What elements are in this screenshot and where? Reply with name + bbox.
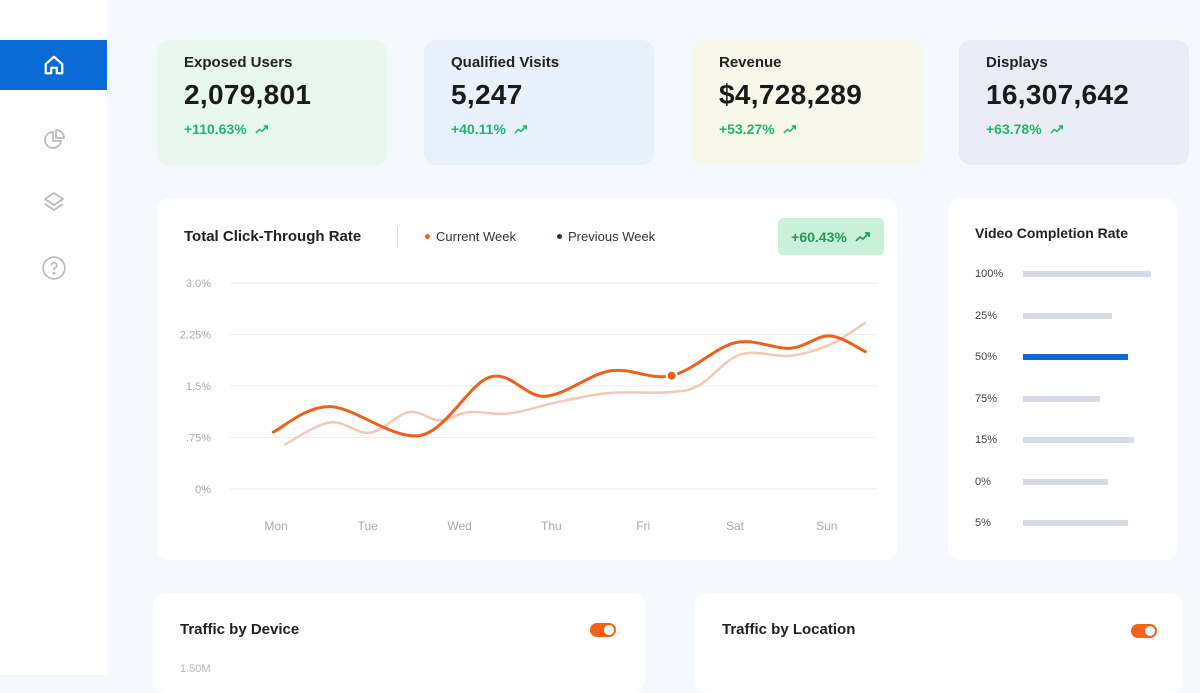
- video-title: Video Completion Rate: [975, 225, 1128, 241]
- kpi-label: Displays: [986, 54, 1048, 71]
- kpi-change-value: +63.78%: [986, 121, 1042, 137]
- legend-previous-label: Previous Week: [568, 229, 656, 244]
- kpi-card: Qualified Visits 5,247 +40.11%: [424, 40, 654, 165]
- kpi-value: 2,079,801: [184, 79, 312, 110]
- video-row-bar: [1023, 354, 1128, 360]
- layers-icon: [43, 192, 64, 211]
- trend-up-icon: [514, 124, 527, 134]
- nav-home[interactable]: [0, 40, 107, 90]
- kpi-card: Revenue $4,728,289 +53.27%: [692, 40, 922, 165]
- video-row-label: 25%: [975, 309, 998, 322]
- trend-up-icon: [855, 231, 870, 242]
- video-row-label: 15%: [975, 434, 998, 446]
- kpi-label: Exposed Users: [184, 54, 293, 71]
- video-row: 15%: [975, 434, 1134, 446]
- x-tick-label: Sat: [726, 519, 745, 533]
- x-tick-label: Tue: [358, 519, 379, 533]
- ctr-card: Total Click-Through Rate Current Week Pr…: [157, 198, 897, 560]
- y-tick-label: .75%: [186, 433, 211, 445]
- video-row: 100%: [975, 268, 1151, 280]
- series-line-current-week: [271, 334, 867, 438]
- video-row-bar: [1023, 271, 1151, 277]
- nav-layers[interactable]: [0, 177, 107, 227]
- x-tick-label: Wed: [447, 519, 471, 533]
- x-tick-label: Thu: [541, 519, 562, 533]
- video-row-bar: [1023, 478, 1108, 485]
- kpi-label: Qualified Visits: [451, 54, 560, 71]
- kpi-change: +53.27%: [719, 121, 895, 137]
- legend-current-label: Current Week: [436, 229, 516, 244]
- ctr-chart: 3.0% 2.25% 1.5% .75% 0% Mon Tue Wed Thu Fri Sat Sun: [180, 278, 878, 533]
- sidebar: [0, 0, 107, 675]
- ctr-change-value: +60.43%: [791, 228, 847, 245]
- legend-current: Current Week: [425, 229, 516, 244]
- video-row-label: 5%: [975, 517, 991, 529]
- video-row-label: 50%: [975, 351, 998, 363]
- series-line-previous-week: [283, 321, 867, 446]
- trend-up-icon: [254, 124, 268, 134]
- video-row-label: 0%: [975, 475, 991, 488]
- ctr-title: Total Click-Through Rate: [184, 228, 362, 245]
- video-row: 25%: [975, 310, 1112, 322]
- location-toggle[interactable]: [1131, 624, 1157, 638]
- video-row: 0%: [975, 476, 1108, 488]
- video-row-label: 100%: [975, 268, 1004, 280]
- x-tick-label: Fri: [636, 519, 650, 533]
- location-card: Traffic by Location: [695, 593, 1183, 693]
- y-tick-label: 3.0%: [186, 278, 211, 290]
- home-icon: [44, 55, 63, 75]
- video-row: 5%: [975, 517, 1128, 529]
- kpi-card: Exposed Users 2,079,801 +110.63%: [157, 40, 387, 165]
- help-icon: [41, 256, 66, 280]
- location-title: Traffic by Location: [722, 621, 856, 638]
- hover-point-marker[interactable]: [665, 369, 678, 382]
- kpi-change-value: +110.63%: [184, 121, 247, 137]
- video-row-label: 75%: [975, 392, 998, 405]
- device-ytick: 1.50M: [180, 663, 211, 675]
- x-tick-label: Sun: [816, 519, 837, 533]
- trend-up-icon: [782, 124, 796, 134]
- video-row-bar: [1023, 437, 1134, 443]
- kpi-label: Revenue: [719, 54, 782, 71]
- divider: [397, 226, 398, 248]
- y-tick-label: 1.5%: [186, 381, 211, 393]
- kpi-change: +110.63%: [184, 121, 360, 137]
- video-row-bar: [1023, 312, 1112, 319]
- ctr-change-badge: +60.43%: [778, 218, 884, 255]
- video-row: 50%: [975, 351, 1128, 363]
- legend-previous: Previous Week: [557, 229, 655, 244]
- kpi-change: +63.78%: [986, 121, 1162, 137]
- y-tick-label: 2.25%: [180, 330, 211, 342]
- device-card: Traffic by Device 1.50M: [153, 593, 645, 693]
- video-row: 75%: [975, 393, 1100, 405]
- device-title: Traffic by Device: [180, 621, 300, 638]
- nav-reports[interactable]: [0, 115, 107, 165]
- x-tick-label: Mon: [264, 519, 287, 533]
- kpi-value: 5,247: [451, 79, 523, 110]
- kpi-card: Displays 16,307,642 +63.78%: [959, 40, 1189, 165]
- nav-help[interactable]: [0, 243, 107, 293]
- device-toggle[interactable]: [590, 623, 616, 637]
- kpi-change-value: +40.11%: [451, 121, 506, 137]
- video-row-bar: [1023, 395, 1100, 402]
- video-card: Video Completion Rate 100% 25% 50% 75% 15% 0%…: [948, 198, 1177, 560]
- pie-chart-icon: [43, 129, 65, 149]
- video-row-bar: [1023, 520, 1128, 526]
- kpi-change-value: +53.27%: [719, 121, 775, 137]
- y-tick-label: 0%: [195, 484, 211, 496]
- kpi-value: 16,307,642: [986, 79, 1130, 110]
- kpi-change: +40.11%: [451, 121, 627, 137]
- trend-up-icon: [1049, 124, 1063, 134]
- kpi-value: $4,728,289: [719, 79, 863, 110]
